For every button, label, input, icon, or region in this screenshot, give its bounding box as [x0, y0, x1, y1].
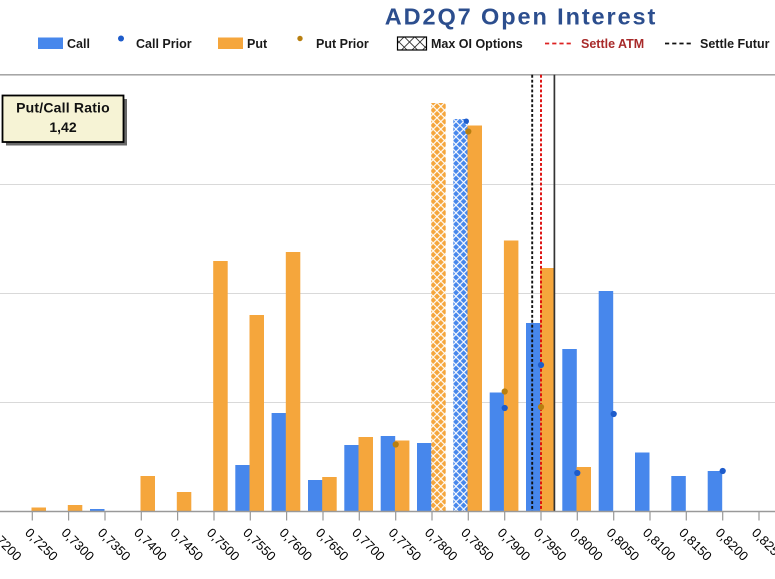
svg-text:Max OI Options: Max OI Options — [431, 37, 523, 51]
svg-text:Call: Call — [67, 37, 90, 51]
svg-text:Put Prior: Put Prior — [316, 37, 369, 51]
svg-text:Settle ATM: Settle ATM — [581, 37, 644, 51]
svg-text:AD2Q7 Open Interest: AD2Q7 Open Interest — [385, 4, 657, 30]
svg-text:Settle Futur: Settle Futur — [700, 37, 770, 51]
svg-text:1,42: 1,42 — [49, 119, 76, 135]
svg-text:Call Prior: Call Prior — [136, 37, 192, 51]
svg-text:Put: Put — [247, 37, 268, 51]
svg-text:Put/Call Ratio: Put/Call Ratio — [16, 100, 110, 116]
